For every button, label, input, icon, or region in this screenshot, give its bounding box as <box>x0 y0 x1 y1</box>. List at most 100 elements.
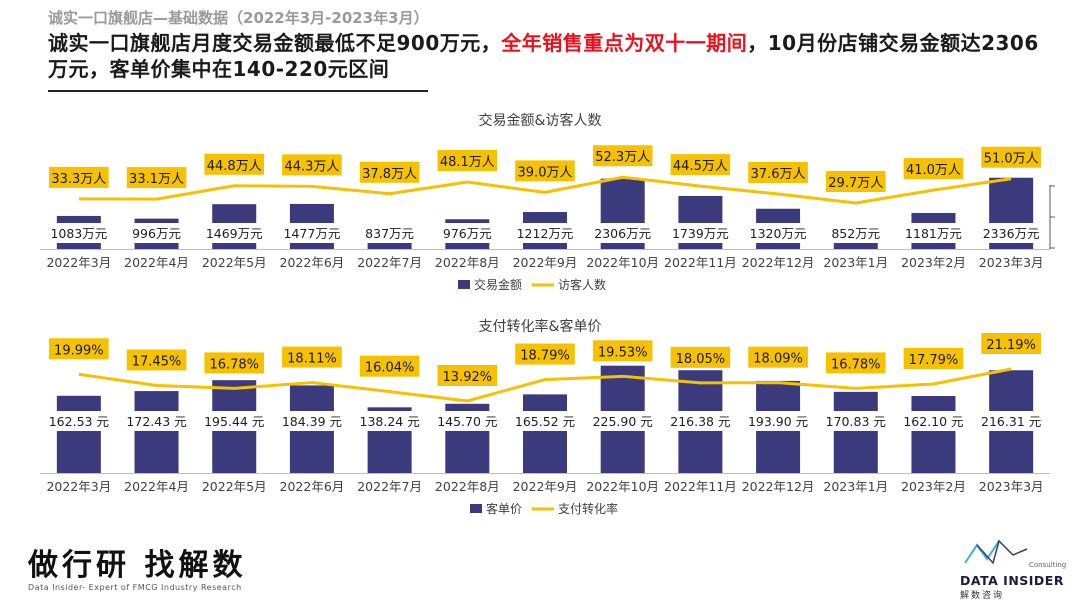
bar-2 <box>134 391 179 473</box>
line-label-10: 37.6万人 <box>751 167 806 182</box>
x-tick-4: 2022年6月 <box>280 255 345 270</box>
x-tick-9: 2022年11月 <box>664 255 737 270</box>
bar-label-bg-4 <box>278 411 346 431</box>
line-label-bg-9 <box>670 346 731 368</box>
line-label-3: 16.78% <box>209 357 259 372</box>
bar-1 <box>56 395 101 473</box>
x-tick-2: 2022年4月 <box>124 255 189 270</box>
chart-title: 支付转化率&客单价 <box>479 318 602 335</box>
bar-label-bg-9 <box>674 223 727 243</box>
bar-label-4: 184.39 元 <box>282 414 342 429</box>
line-label-bg-11 <box>825 352 886 374</box>
line-series <box>78 367 1012 403</box>
bar-label-bg-8 <box>589 411 657 431</box>
x-tick-3: 2022年5月 <box>202 479 267 494</box>
data-insider-logo: Consulting DATA INSIDER 解数咨询 <box>955 535 1067 603</box>
bar-7 <box>523 394 567 473</box>
line-label-6: 13.92% <box>443 370 493 385</box>
bar-label-1: 1083万元 <box>50 226 107 241</box>
line-label-bg-10 <box>748 161 808 183</box>
headline-part1: 诚实一口旗舰店月度交易金额最低不足900万元， <box>48 31 502 55</box>
line-label-bg-7 <box>515 343 575 365</box>
line-label-bg-12 <box>903 158 964 180</box>
line-label-4: 44.3万人 <box>284 159 339 174</box>
legend-line-label: 支付转化率 <box>558 501 618 516</box>
line-label-8: 52.3万人 <box>595 150 650 165</box>
bar-label-bg-11 <box>833 223 879 243</box>
bar-label-8: 2306万元 <box>594 226 651 241</box>
line-label-bg-8 <box>592 340 653 362</box>
bar-label-7: 165.52 元 <box>515 414 575 429</box>
line-label-bg-5 <box>359 161 420 183</box>
legend-bar-swatch <box>458 280 470 289</box>
x-tick-1: 2022年3月 <box>46 255 111 270</box>
page-kicker: 诚实一口旗舰店—基础数据（2022年3月-2023年3月） <box>48 9 429 27</box>
bar-label-1: 162.53 元 <box>49 414 109 429</box>
x-tick-6: 2022年8月 <box>435 479 500 494</box>
bar-label-9: 216.38 元 <box>670 414 730 429</box>
bar-label-11: 852万元 <box>831 226 880 241</box>
bar-label-bg-12 <box>907 223 960 243</box>
bar-label-8: 225.90 元 <box>593 414 653 429</box>
bar-label-5: 138.24 元 <box>360 414 420 429</box>
bar-label-bg-6 <box>433 411 501 431</box>
x-tick-3: 2022年5月 <box>202 255 267 270</box>
line-label-bg-2 <box>126 167 187 189</box>
bar-label-bg-13 <box>984 223 1038 243</box>
bar-label-bg-11 <box>822 411 890 431</box>
bar-label-7: 1212万元 <box>517 226 574 241</box>
x-tick-8: 2022年10月 <box>586 479 659 494</box>
line-label-bg-7 <box>515 160 575 182</box>
line-label-8: 19.53% <box>598 345 648 360</box>
bar-label-bg-6 <box>444 223 490 243</box>
bar-label-bg-5 <box>367 223 413 243</box>
line-label-12: 17.79% <box>909 353 959 368</box>
logo-mark-icon <box>964 539 1028 565</box>
logo-consulting: Consulting <box>1029 561 1067 569</box>
x-tick-5: 2022年7月 <box>357 255 422 270</box>
x-tick-12: 2023年2月 <box>901 479 966 494</box>
x-tick-4: 2022年6月 <box>280 479 345 494</box>
footer-subtitle: Data Insider- Expert of FMCG Industry Re… <box>28 583 242 592</box>
bar-label-bg-8 <box>596 223 649 243</box>
line-label-9: 44.5万人 <box>673 159 728 174</box>
bar-label-bg-10 <box>751 223 805 243</box>
bar-label-13: 216.31 元 <box>981 414 1041 429</box>
x-tick-12: 2023年2月 <box>901 255 966 270</box>
headline-highlight: 全年销售重点为双十一期间 <box>501 31 748 55</box>
bar-12 <box>911 396 956 473</box>
bar-label-bg-3 <box>200 411 268 431</box>
legend-bar-label: 交易金额 <box>474 277 522 292</box>
line-label-bg-11 <box>825 171 886 192</box>
bar-label-12: 1181万元 <box>905 226 962 241</box>
line-label-bg-13 <box>981 146 1041 168</box>
bar-label-6: 976万元 <box>443 226 492 241</box>
line-label-bg-2 <box>126 349 187 371</box>
bar-label-bg-1 <box>45 411 113 431</box>
bar-label-bg-7 <box>518 223 572 243</box>
line-label-bg-3 <box>204 153 265 175</box>
line-label-6: 48.1万人 <box>440 155 495 170</box>
line-label-bg-6 <box>437 150 498 172</box>
line-label-bg-8 <box>592 145 653 167</box>
line-label-bg-9 <box>670 154 731 176</box>
x-tick-8: 2022年10月 <box>586 255 659 270</box>
legend-bar-label: 客单价 <box>486 501 522 516</box>
bar-label-bg-5 <box>356 411 424 431</box>
line-label-13: 21.19% <box>986 338 1036 353</box>
line-label-11: 29.7万人 <box>828 176 883 191</box>
bar-label-bg-12 <box>899 411 968 431</box>
line-label-bg-4 <box>282 154 342 176</box>
x-tick-10: 2022年12月 <box>742 255 815 270</box>
line-label-bg-1 <box>49 338 109 360</box>
bar-label-2: 996万元 <box>132 226 181 241</box>
bar-label-bg-4 <box>285 223 339 243</box>
x-tick-11: 2023年1月 <box>823 255 888 270</box>
line-label-3: 44.8万人 <box>207 159 262 174</box>
chart-title: 交易金额&访客人数 <box>479 112 602 129</box>
line-label-13: 51.0万人 <box>984 152 1039 167</box>
line-label-11: 16.78% <box>831 357 881 372</box>
legend-line-label: 访客人数 <box>558 277 606 292</box>
x-tick-7: 2022年9月 <box>513 479 578 494</box>
bar-label-bg-2 <box>122 411 191 431</box>
